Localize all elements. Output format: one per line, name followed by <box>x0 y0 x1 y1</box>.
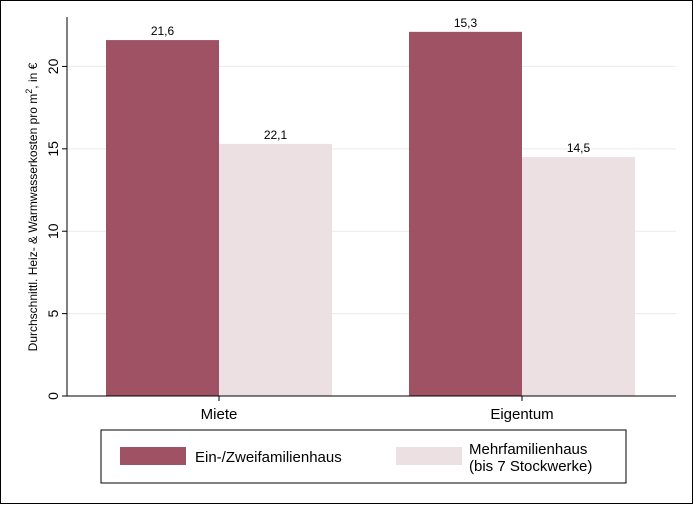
bar-miete-series-2 <box>219 143 332 396</box>
y-ticks: 0 5 10 15 20 <box>45 58 67 400</box>
legend-box <box>100 429 627 484</box>
value-label: 21,6 <box>151 24 175 38</box>
x-tick-label: Miete <box>201 406 238 423</box>
x-tick-labels: Miete Eigentum <box>201 396 554 423</box>
legend-swatch-2 <box>396 447 462 465</box>
legend: Ein-/Zweifamilienhaus Mehrfamilienhaus (bi… <box>100 429 627 484</box>
legend-label-2: Mehrfamilienhaus (bis 7 Stockwerke) <box>469 441 592 475</box>
y-axis-label: Durchschnittl. Heiz- & Warmwasserkosten … <box>24 62 40 351</box>
value-label: 22,1 <box>264 128 288 142</box>
y-tick-label: 0 <box>45 392 61 400</box>
value-labels: 21,6 15,3 22,1 14,5 <box>151 16 591 155</box>
axes <box>66 17 676 397</box>
value-label: 15,3 <box>454 16 478 30</box>
bar-eigentum-series-2 <box>522 157 635 396</box>
bars <box>106 31 635 396</box>
y-tick-label: 5 <box>45 310 61 318</box>
legend-label-1: Ein-/Zweifamilienhaus <box>195 449 342 466</box>
bar-eigentum-series-1 <box>409 31 522 396</box>
legend-swatch-1 <box>120 447 186 465</box>
bar-miete-series-1 <box>106 40 219 396</box>
x-tick-label: Eigentum <box>490 406 553 423</box>
y-tick-label: 10 <box>45 223 61 239</box>
y-tick-label: 20 <box>45 58 61 74</box>
value-label: 14,5 <box>567 141 591 155</box>
y-tick-label: 15 <box>45 141 61 157</box>
